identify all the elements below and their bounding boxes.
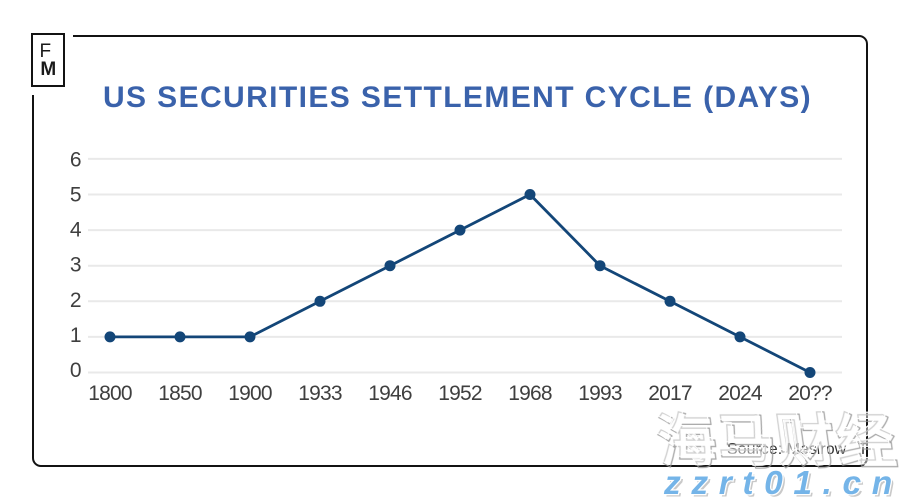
svg-text:1933: 1933 xyxy=(298,382,342,405)
svg-text:2: 2 xyxy=(70,289,82,312)
svg-text:5: 5 xyxy=(70,183,82,206)
svg-text:4: 4 xyxy=(70,219,82,242)
svg-text:zzrt01.cn: zzrt01.cn xyxy=(663,465,900,501)
svg-text:1952: 1952 xyxy=(438,382,482,405)
svg-text:1946: 1946 xyxy=(368,382,412,405)
svg-text:1: 1 xyxy=(70,324,82,347)
svg-text:1993: 1993 xyxy=(578,382,622,405)
svg-text:0: 0 xyxy=(70,359,82,382)
svg-text:1850: 1850 xyxy=(158,382,202,405)
svg-text:1800: 1800 xyxy=(88,382,132,405)
svg-text:6: 6 xyxy=(70,148,82,171)
svg-text:1968: 1968 xyxy=(508,382,552,405)
svg-text:3: 3 xyxy=(70,254,82,277)
svg-text:1900: 1900 xyxy=(228,382,272,405)
